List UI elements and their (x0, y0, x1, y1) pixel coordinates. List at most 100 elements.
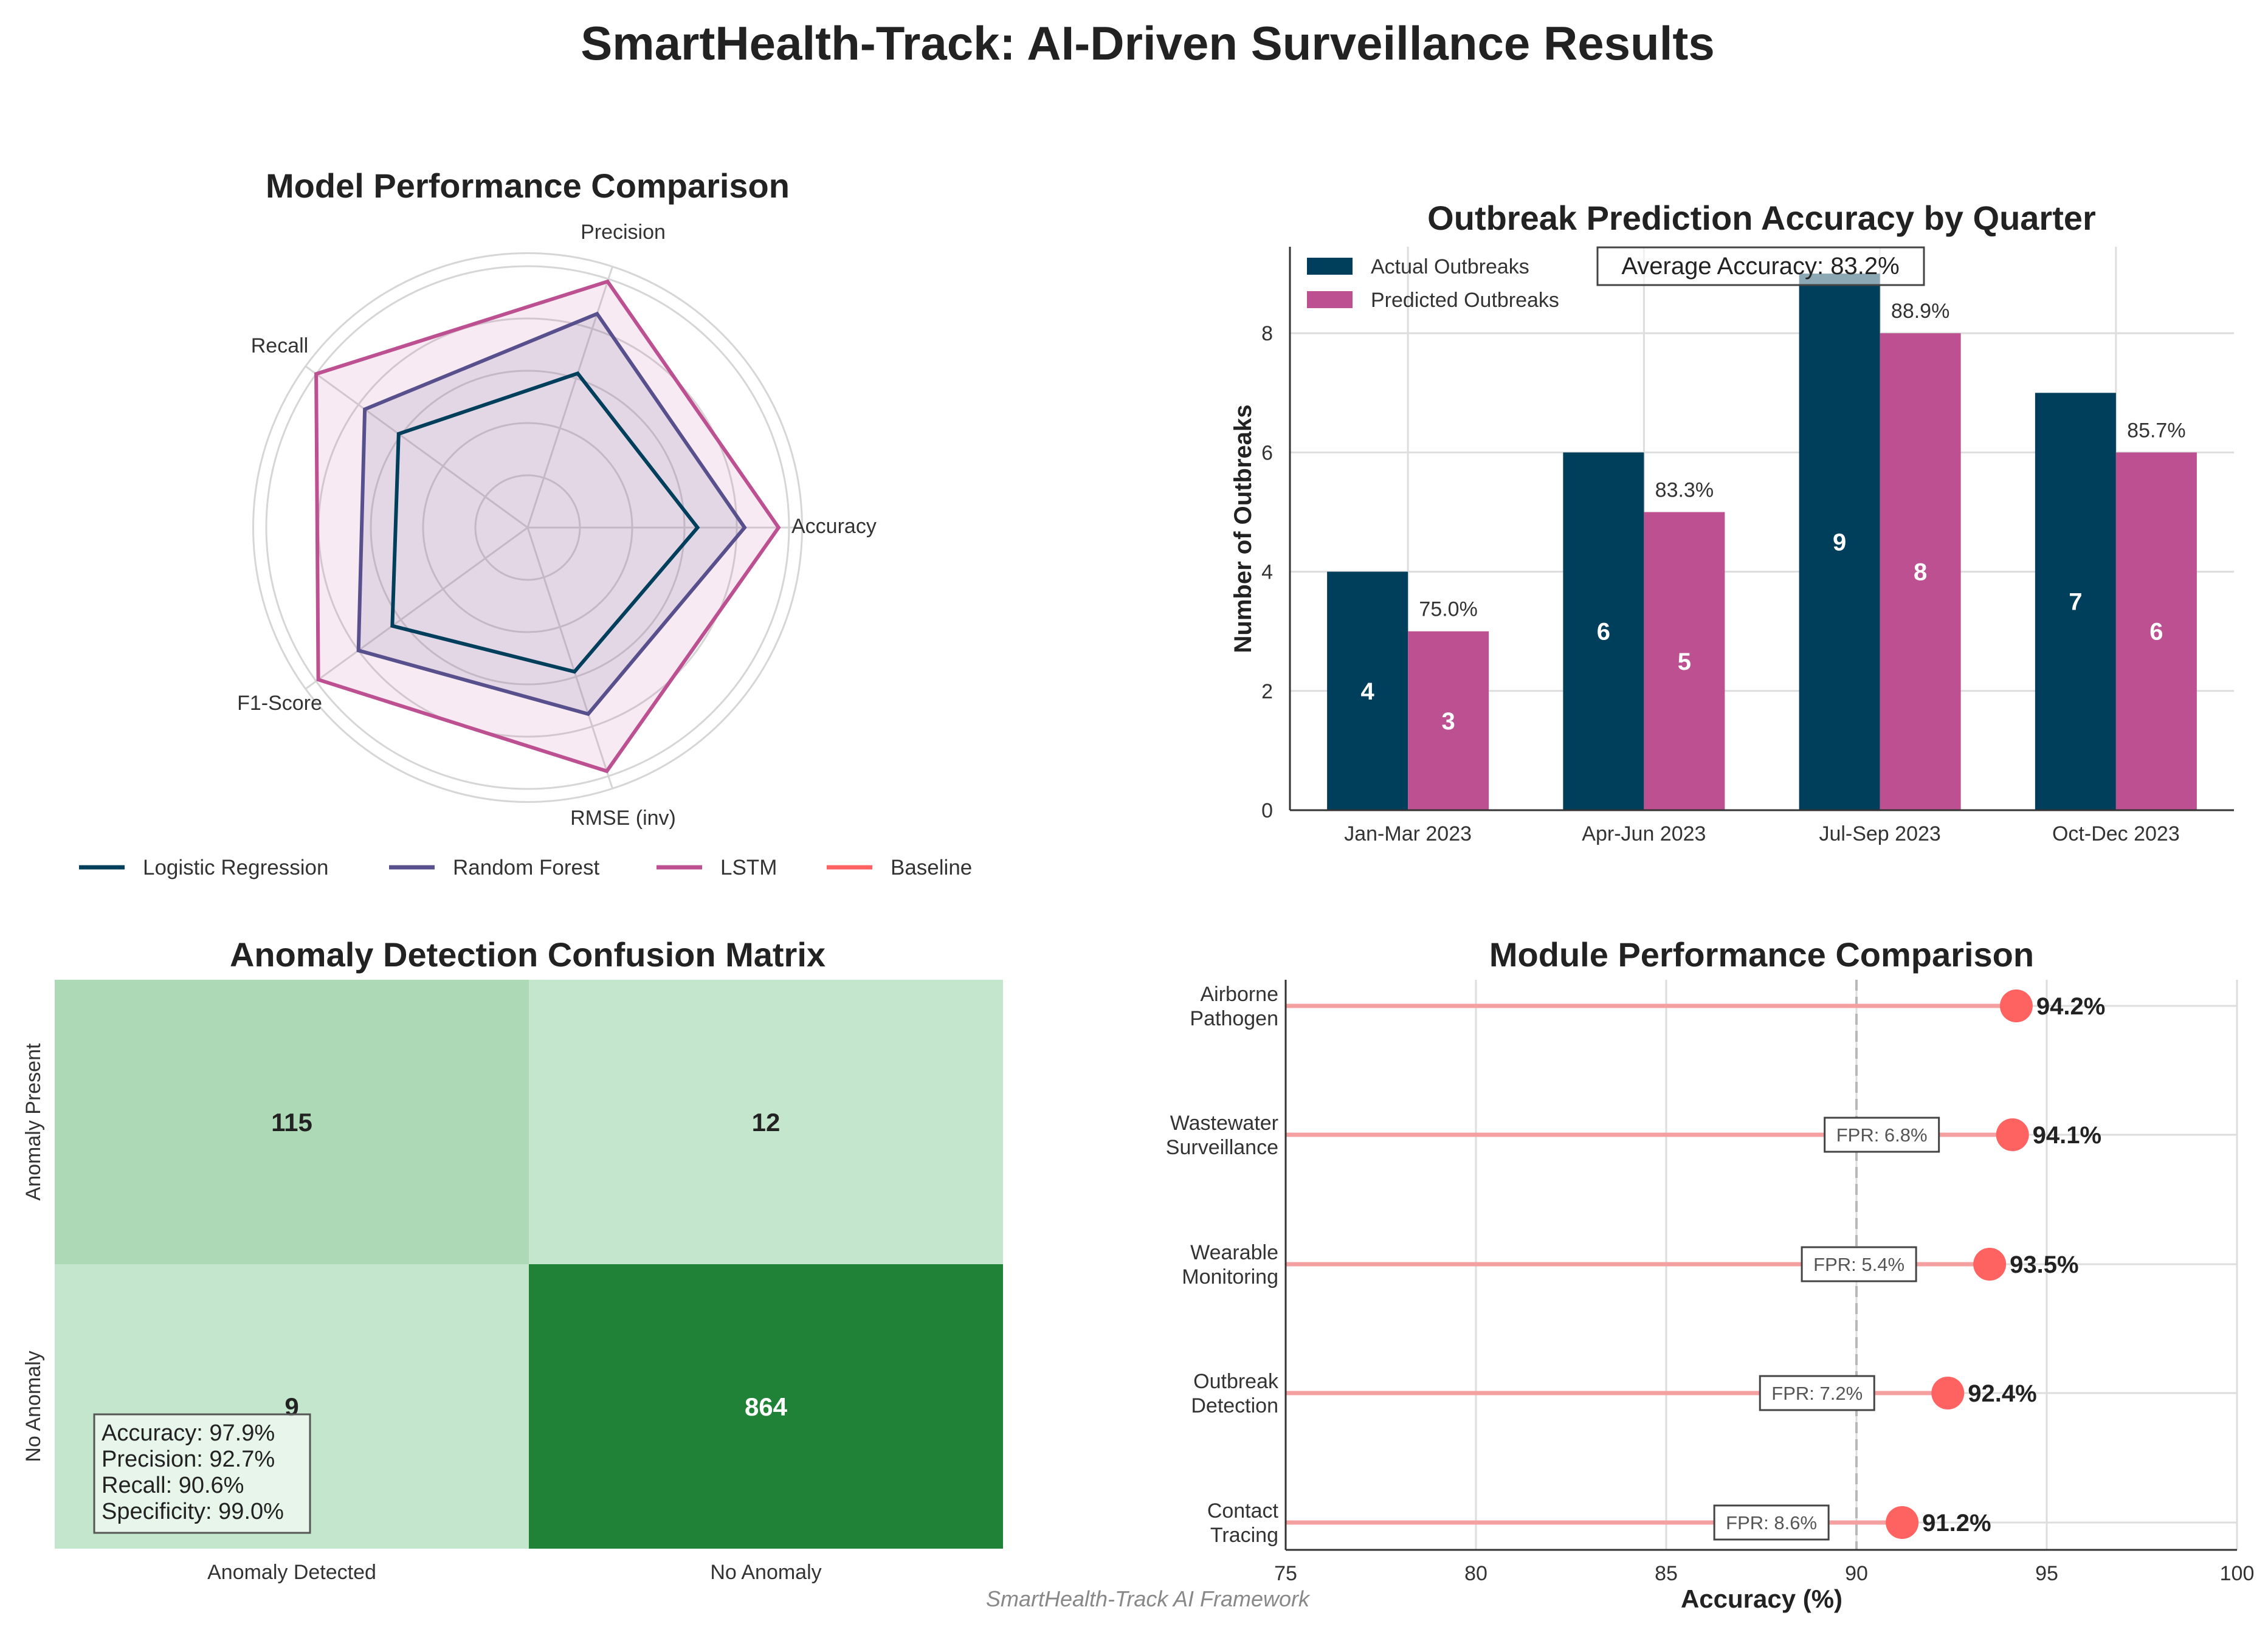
bar-mark (2035, 393, 2116, 810)
lollipop-value-label: 94.2% (2036, 993, 2105, 1020)
matrix-cell-value: 864 (745, 1392, 788, 1421)
lollipop-fpr-label: FPR: 8.6% (1726, 1512, 1817, 1533)
lollipop-module-label: Wearable (1190, 1241, 1278, 1264)
matrix-cell (529, 980, 1003, 1264)
bar-x-tick-label: Apr-Jun 2023 (1582, 822, 1706, 845)
radar-legend-label: Random Forest (453, 856, 599, 879)
lollipop-point (1931, 1377, 1965, 1409)
bar-mark (1880, 333, 1961, 810)
lollipop-module-label: Contact (1207, 1499, 1279, 1523)
lollipop-point (1886, 1506, 1919, 1539)
bar-accuracy-label: 88.9% (1891, 300, 1949, 323)
bar-chart-panel: Outbreak Prediction Accuracy by Quarter … (1230, 199, 2234, 845)
lollipop-x-tick-label: 95 (2035, 1562, 2058, 1585)
matrix-cell-value: 12 (752, 1108, 781, 1137)
lollipop-point (1973, 1248, 2007, 1281)
lollipop-module-label: Monitoring (1182, 1265, 1278, 1289)
lollipop-fpr-box (1824, 1117, 1940, 1153)
radar-spoke (526, 527, 613, 789)
bar-mark (1327, 571, 1408, 810)
bar-value-label: 9 (1833, 529, 1846, 556)
bar-y-tick-label: 6 (1261, 441, 1273, 464)
matrix-stat-line: Recall: 90.6% (102, 1473, 244, 1498)
bar-mark (1799, 274, 1880, 811)
bar-accuracy-label: 75.0% (1419, 598, 1477, 621)
bar-value-label: 6 (1597, 619, 1610, 645)
lollipop-module-label: Detection (1191, 1394, 1278, 1417)
radar-chart-title: Model Performance Comparison (266, 167, 790, 205)
radar-axis-label: Recall (251, 334, 308, 357)
confusion-matrix-title: Anomaly Detection Confusion Matrix (230, 935, 826, 974)
bar-value-label: 3 (1442, 708, 1455, 735)
radar-axis-label: RMSE (inv) (570, 807, 676, 830)
radar-series-fill (316, 281, 779, 771)
matrix-stat-line: Accuracy: 97.9% (102, 1420, 275, 1446)
lollipop-module-label: Tracing (1210, 1524, 1278, 1547)
radar-axis-label: Accuracy (791, 515, 877, 538)
bar-y-tick-label: 0 (1261, 799, 1273, 822)
bar-y-tick-label: 8 (1261, 322, 1273, 345)
bar-y-tick-label: 2 (1261, 680, 1273, 703)
bar-value-label: 8 (1914, 559, 1927, 586)
radar-series-line (314, 279, 781, 774)
bar-x-tick-label: Jan-Mar 2023 (1344, 822, 1472, 845)
radar-legend-label: Baseline (891, 856, 972, 879)
lollipop-point (1996, 1118, 2029, 1151)
matrix-col-label: Anomaly Detected (207, 1561, 376, 1584)
bar-value-label: 6 (2149, 619, 2163, 645)
lollipop-value-label: 92.4% (1968, 1380, 2036, 1407)
bar-value-label: 4 (1361, 678, 1375, 705)
bar-legend-swatch (1307, 258, 1353, 275)
radar-spoke (305, 526, 528, 690)
matrix-stat-line: Precision: 92.7% (102, 1447, 275, 1472)
matrix-cell (529, 1264, 1003, 1549)
radar-chart-panel: Model Performance Comparison Accuracy Pre… (79, 167, 972, 879)
lollipop-x-tick-label: 80 (1464, 1562, 1487, 1585)
figure-footer: SmartHealth-Track AI Framework (986, 1586, 1311, 1611)
bar-accuracy-label: 85.7% (2127, 419, 2185, 442)
bar-legend-label: Predicted Outbreaks (1371, 289, 1559, 312)
radar-axis-label: Precision (581, 221, 666, 244)
bar-legend-swatch (1307, 291, 1353, 308)
lollipop-value-label: 93.5% (2010, 1251, 2078, 1278)
lollipop-fpr-box (1713, 1504, 1830, 1541)
matrix-row-label: No Anomaly (22, 1351, 45, 1462)
bar-mark (1408, 631, 1489, 810)
lollipop-point (1999, 989, 2033, 1022)
bar-chart-title: Outbreak Prediction Accuracy by Quarter (1427, 199, 2096, 237)
bar-mark (1563, 452, 1644, 810)
lollipop-x-axis-label: Accuracy (%) (1681, 1585, 1842, 1613)
radar-axis-label: F1-Score (237, 692, 322, 715)
bar-value-label: 5 (1678, 649, 1691, 675)
lollipop-fpr-box (1759, 1375, 1875, 1411)
lollipop-x-tick-label: 85 (1655, 1562, 1678, 1585)
bar-x-tick-label: Jul-Sep 2023 (1819, 822, 1940, 845)
lollipop-module-label: Wastewater (1170, 1112, 1278, 1135)
radar-legend-label: LSTM (720, 856, 777, 879)
matrix-row-label: Anomaly Present (22, 1043, 45, 1200)
module-performance-title: Module Performance Comparison (1489, 935, 2034, 974)
lollipop-module-label: Airborne (1200, 983, 1278, 1006)
bar-legend-label: Actual Outbreaks (1371, 255, 1529, 278)
bar-mark (2115, 452, 2197, 810)
radar-series-line (356, 311, 747, 717)
average-accuracy-annotation: Average Accuracy: 83.2% (1621, 253, 1899, 280)
confusion-matrix-panel: Anomaly Detection Confusion Matrix 115 12… (22, 935, 1003, 1584)
lollipop-module-label: Pathogen (1190, 1007, 1278, 1030)
lollipop-fpr-label: FPR: 7.2% (1771, 1383, 1863, 1404)
bar-y-axis-label: Number of Outbreaks (1230, 405, 1256, 653)
average-accuracy-box (1596, 246, 1925, 286)
lollipop-x-tick-label: 90 (1845, 1562, 1868, 1585)
lollipop-fpr-label: FPR: 5.4% (1813, 1254, 1904, 1275)
bar-accuracy-label: 83.3% (1655, 479, 1714, 502)
bar-x-tick-label: Oct-Dec 2023 (2052, 822, 2180, 845)
lollipop-fpr-box (1801, 1246, 1917, 1282)
bar-y-tick-label: 4 (1261, 561, 1273, 584)
radar-spoke (526, 266, 613, 528)
matrix-stat-line: Specificity: 99.0% (102, 1499, 284, 1524)
matrix-cell-value: 115 (271, 1108, 312, 1137)
matrix-stats-box (93, 1413, 311, 1534)
lollipop-value-label: 94.1% (2033, 1122, 2101, 1149)
lollipop-x-tick-label: 75 (1274, 1562, 1297, 1585)
